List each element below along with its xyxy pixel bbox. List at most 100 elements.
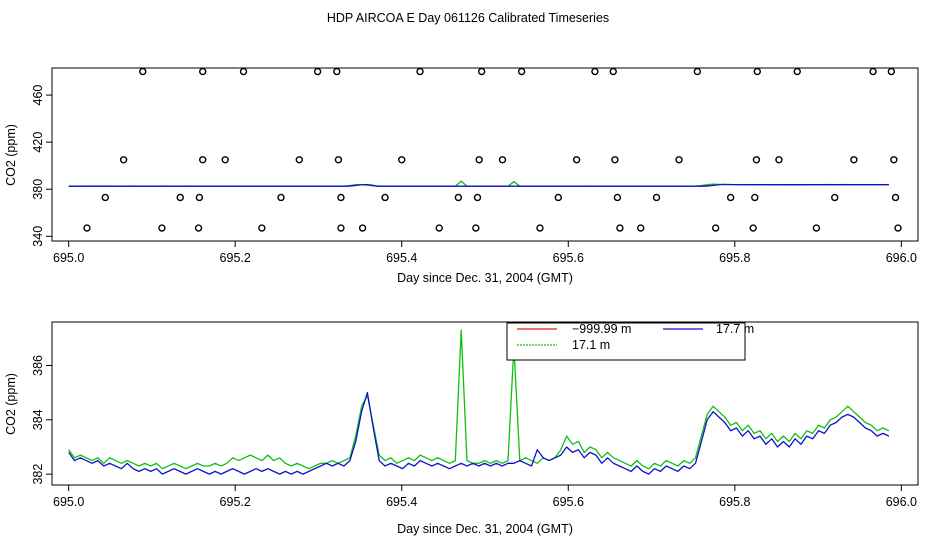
calibration-point	[472, 224, 480, 232]
calibration-point	[652, 193, 661, 202]
y-tick-label: 340	[31, 226, 45, 247]
x-tick-label: 695.4	[386, 495, 417, 509]
x-tick-label: 696.0	[886, 251, 917, 265]
calibration-point	[675, 156, 683, 164]
x-tick-label: 695.8	[719, 251, 750, 265]
calibration-point	[890, 156, 898, 164]
y-tick-label: 386	[31, 355, 45, 376]
timeseries-panel: 695.0 695.2 695.4 695.6 695.8 696.0 382 384 386…	[4, 321, 919, 536]
x-tick-label: 695.0	[53, 251, 84, 265]
x-axis: 695.0 695.2 695.4 695.6 695.8 696.0	[53, 240, 917, 265]
x-tick-label: 695.2	[220, 495, 251, 509]
y-tick-label: 380	[31, 179, 45, 200]
calibration-point	[498, 156, 507, 164]
calibration-point	[101, 193, 109, 202]
calibration-point	[277, 193, 285, 202]
calibration-point	[711, 224, 720, 232]
plot-frame	[51, 67, 919, 242]
calibration-point	[435, 224, 443, 232]
plot-marks	[68, 67, 902, 232]
y-axis: 340 380 420 460	[31, 85, 53, 247]
calibration-point	[793, 67, 801, 76]
calibration-point	[591, 67, 599, 76]
calibration-point	[221, 156, 229, 164]
calibration-point	[887, 67, 896, 76]
calibration-point	[749, 224, 757, 232]
calibration-point	[398, 156, 406, 164]
calibration-point	[333, 67, 341, 76]
x-tick-label: 695.0	[53, 495, 84, 509]
y-tick-label: 382	[31, 464, 45, 485]
y-axis: 382 384 386	[31, 355, 53, 485]
series-line-17-1-m	[68, 329, 890, 470]
calibration-point	[891, 193, 900, 202]
calibration-point	[239, 67, 248, 76]
x-axis-title: Day since Dec. 31, 2004 (GMT)	[397, 271, 573, 285]
calibration-point	[195, 193, 204, 202]
x-tick-label: 695.6	[553, 251, 584, 265]
y-tick-label: 420	[31, 132, 45, 153]
calibration-point	[119, 156, 128, 164]
calibration-point	[869, 67, 877, 76]
x-axis: 695.0 695.2 695.4 695.6 695.8 696.0	[53, 484, 917, 509]
series-line-17-7-m	[68, 391, 890, 475]
calibration-point	[199, 67, 207, 76]
x-tick-label: 695.6	[553, 495, 584, 509]
calibration-point	[751, 193, 759, 202]
series-line-17-1-m	[68, 180, 889, 187]
calibration-point	[199, 156, 207, 164]
legend-label: −999.99 m	[572, 322, 631, 336]
calibration-point	[477, 67, 486, 76]
calibration-point	[358, 224, 367, 232]
calibration-point	[752, 156, 761, 164]
y-tick-label: 384	[31, 409, 45, 430]
calibration-point	[536, 224, 544, 232]
calibration-point	[337, 193, 345, 202]
calibration-point	[812, 224, 821, 232]
x-tick-label: 695.2	[220, 251, 251, 265]
calibration-point	[381, 193, 389, 202]
calibration-point	[572, 156, 581, 164]
calibration-point	[637, 224, 645, 232]
y-tick-label: 460	[31, 85, 45, 106]
calibration-point	[334, 156, 343, 164]
calibration-point	[337, 224, 345, 232]
legend-label: 17.1 m	[572, 338, 610, 352]
calibration-point	[83, 224, 91, 232]
calibration-point	[850, 156, 858, 164]
calibration-point	[139, 67, 147, 76]
series-line-17-7-m	[68, 183, 889, 187]
calibration-point	[158, 224, 166, 232]
x-tick-label: 695.8	[719, 495, 750, 509]
plot-marks	[68, 329, 890, 475]
calibration-point	[753, 67, 761, 76]
calibration-point	[295, 156, 304, 164]
page-title: HDP AIRCOA E Day 061126 Calibrated Times…	[327, 11, 609, 25]
calibration-point	[416, 67, 424, 76]
calibration-point	[194, 224, 203, 232]
calibration-point	[726, 193, 735, 202]
calibration-point	[554, 193, 562, 202]
calibration-panel: 695.0 695.2 695.4 695.6 695.8 696.0 340 380 420…	[4, 67, 919, 285]
calibration-point	[517, 67, 526, 76]
calibration-point	[613, 193, 622, 202]
calibration-point	[611, 156, 619, 164]
calibration-point	[475, 156, 483, 164]
y-axis-title: CO2 (ppm)	[4, 124, 18, 186]
calibration-point	[894, 224, 902, 232]
calibration-point	[693, 67, 702, 76]
legend: −999.99 m 17.7 m 17.1 m	[506, 322, 754, 361]
calibration-point	[313, 67, 322, 76]
x-axis-title: Day since Dec. 31, 2004 (GMT)	[397, 522, 573, 536]
calibration-point	[831, 193, 839, 202]
calibration-point	[258, 224, 266, 232]
y-axis-title: CO2 (ppm)	[4, 373, 18, 435]
x-tick-label: 695.4	[386, 251, 417, 265]
calibration-point	[473, 193, 482, 202]
legend-label: 17.7 m	[716, 322, 754, 336]
calibration-point	[454, 193, 463, 202]
calibration-point	[609, 67, 617, 76]
calibration-point	[176, 193, 184, 202]
calibration-point	[616, 224, 624, 232]
